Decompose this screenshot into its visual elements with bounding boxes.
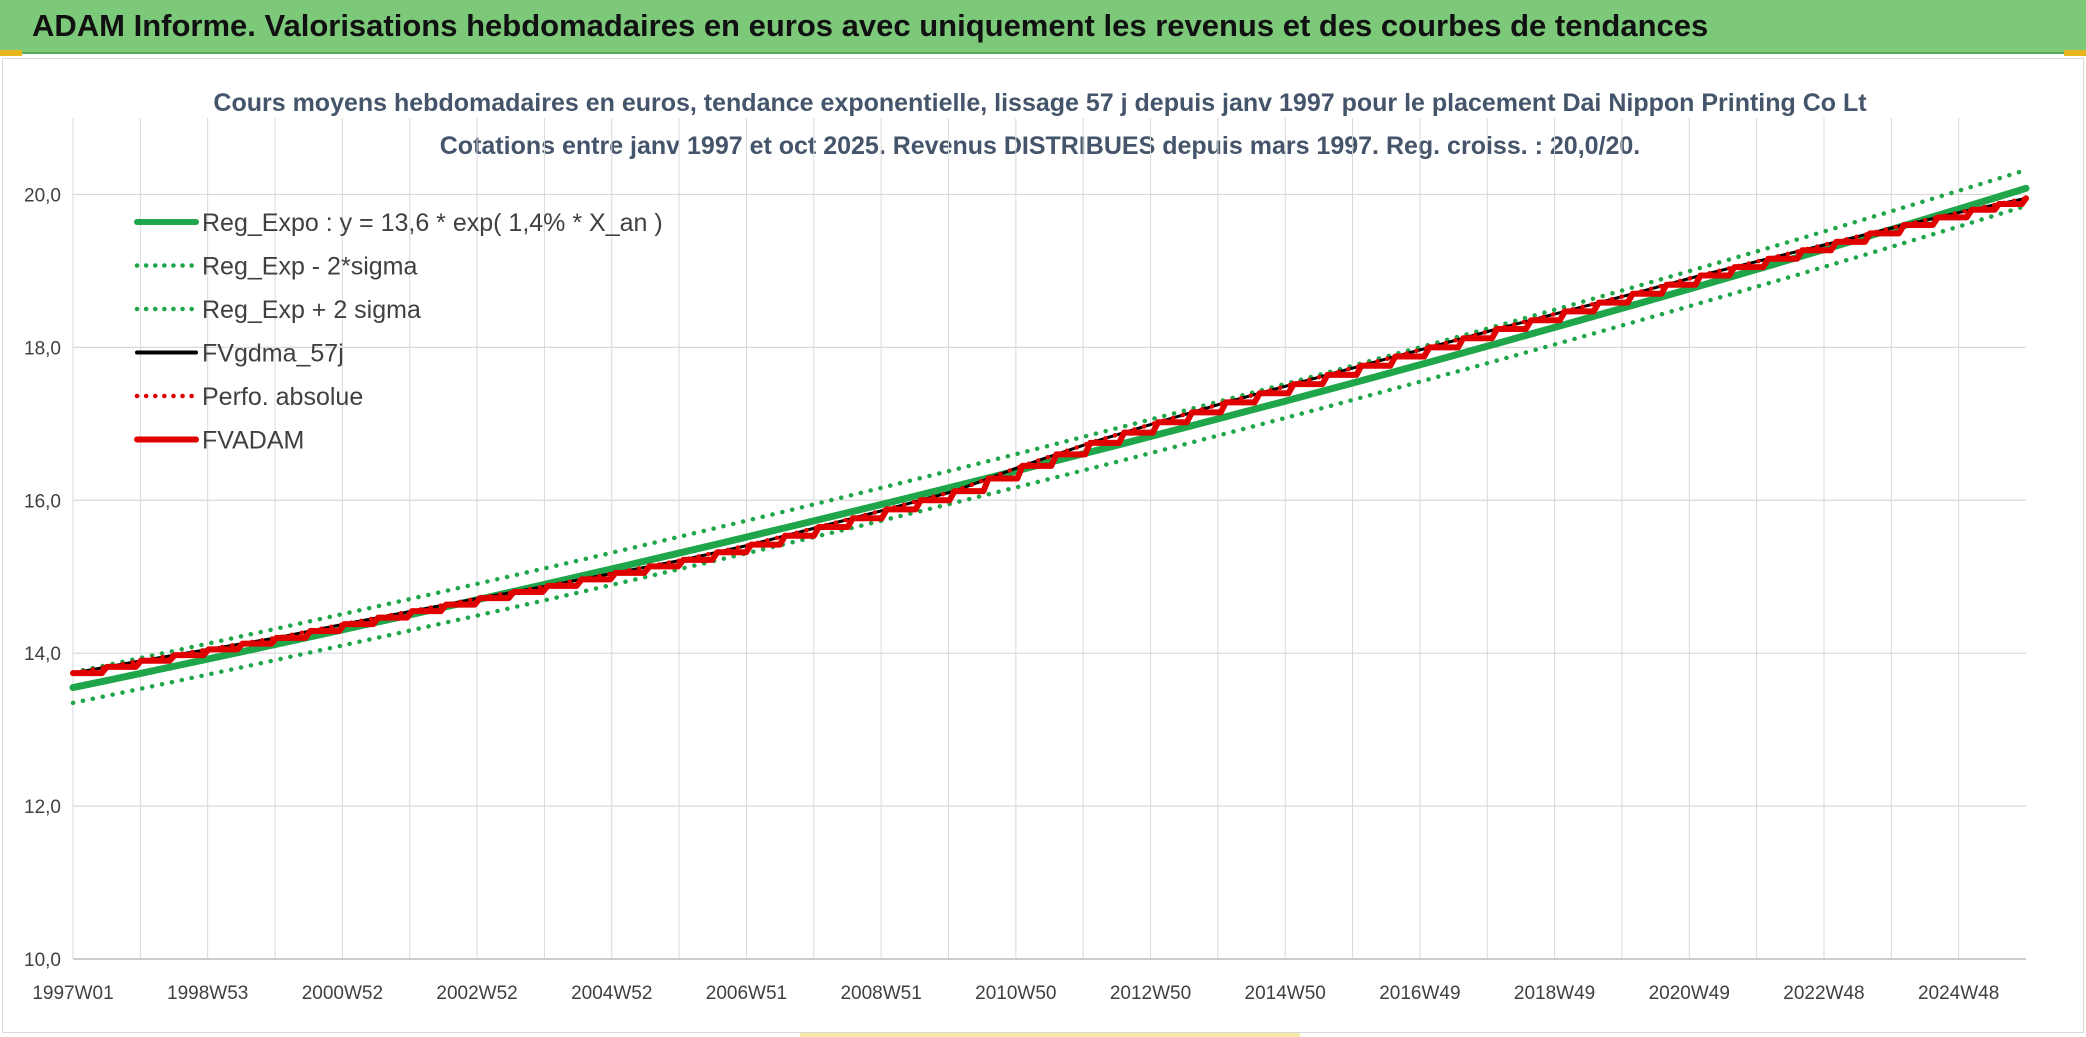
series-reg-minus-2sigma [70, 203, 2029, 706]
x-tick-label: 2002W52 [436, 983, 517, 1004]
x-axis-ticks: 1997W01 1998W53 2000W52 2002W52 2004W52 2006W… [32, 983, 1999, 1004]
x-tick-label: 2004W52 [571, 983, 652, 1004]
corner-accent-right [2064, 50, 2086, 56]
chart-legend: Reg_Expo : y = 13,6 * exp( 1,4% * X_an )… [134, 209, 663, 455]
report-banner: ADAM Informe. Valorisations hebdomadaire… [0, 0, 2086, 54]
x-tick-label: 2024W48 [1918, 983, 1999, 1004]
y-tick-label: 14,0 [24, 644, 61, 665]
grid-layer [72, 118, 2026, 960]
legend-label-perfo-absolue: Perfo. absolue [202, 383, 363, 411]
y-tick-label: 18,0 [24, 338, 61, 359]
x-tick-label: 2018W49 [1514, 983, 1595, 1004]
x-tick-label: 2014W50 [1245, 983, 1326, 1004]
chart-title-line-2: Cotations entre janv 1997 et oct 2025. R… [440, 132, 1641, 160]
y-tick-label: 12,0 [24, 797, 61, 818]
series-reg-plus-2sigma [70, 167, 2029, 675]
x-tick-label: 2006W51 [706, 983, 787, 1004]
chart-frame [2, 58, 2084, 1033]
y-tick-label: 10,0 [24, 950, 61, 971]
series-fvadam [70, 195, 2029, 677]
x-tick-label: 2016W49 [1379, 983, 1460, 1004]
x-tick-label: 2020W49 [1649, 983, 1730, 1004]
x-tick-label: 2000W52 [302, 983, 383, 1004]
y-tick-label: 20,0 [24, 185, 61, 206]
bottom-accent [800, 1033, 1300, 1037]
chart-title-line-1: Cours moyens hebdomadaires en euros, ten… [213, 89, 1867, 117]
legend-label-fvgdma-57j: FVgdma_57j [202, 340, 344, 368]
legend-label-reg-minus-2sigma: Reg_Exp - 2*sigma [202, 253, 417, 281]
x-tick-label: 2008W51 [840, 983, 921, 1004]
x-tick-label: 2022W48 [1783, 983, 1864, 1004]
series-layer [69, 167, 2030, 706]
x-tick-label: 1998W53 [167, 983, 248, 1004]
banner-title: ADAM Informe. Valorisations hebdomadaire… [32, 8, 1709, 43]
x-tick-label: 1997W01 [32, 983, 113, 1004]
y-axis-ticks: 10,0 12,0 14,0 16,0 18,0 20,0 [24, 185, 61, 971]
x-tick-label: 2012W50 [1110, 983, 1191, 1004]
legend-label-reg-expo: Reg_Expo : y = 13,6 * exp( 1,4% * X_an ) [202, 209, 663, 237]
legend-label-fvadam: FVADAM [202, 427, 304, 455]
legend-label-reg-plus-2sigma: Reg_Exp + 2 sigma [202, 296, 421, 324]
x-tick-label: 2010W50 [975, 983, 1056, 1004]
corner-accent-left [0, 50, 22, 56]
y-tick-label: 16,0 [24, 491, 61, 512]
